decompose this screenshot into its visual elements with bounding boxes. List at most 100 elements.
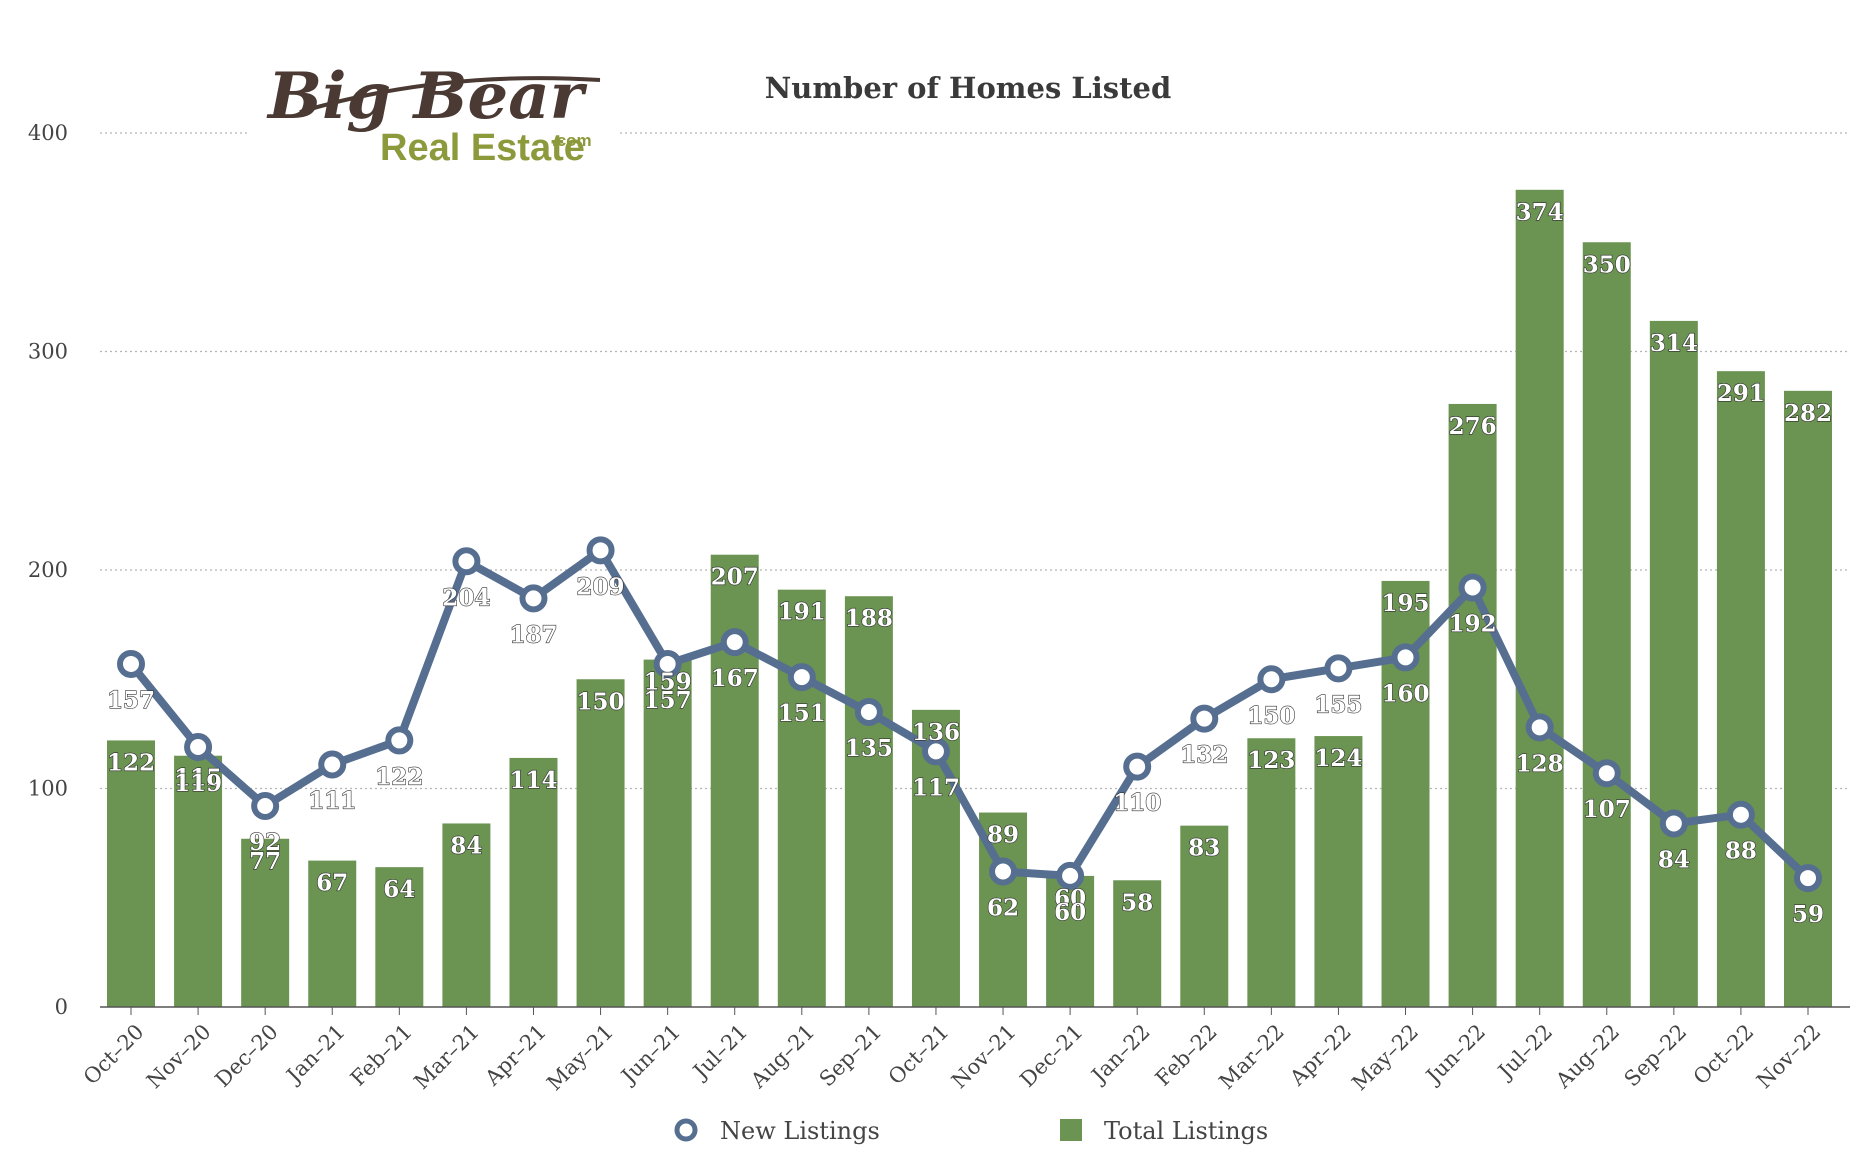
bar-value-label: 122 (107, 749, 155, 776)
point-value-label: 92 (249, 829, 281, 856)
bar (844, 596, 893, 1007)
y-tick-label: 0 (55, 995, 68, 1019)
bar-value-label: 124 (1314, 745, 1362, 772)
new-listings-point (1525, 713, 1554, 742)
bar-layer (107, 189, 1832, 1008)
bar-value-label: 136 (912, 719, 960, 746)
bar (375, 867, 424, 1007)
point-value-label: 157 (644, 687, 692, 714)
point-value-label: 132 (1180, 742, 1228, 769)
legend-line-marker (674, 1118, 698, 1142)
point-value-label: 62 (987, 895, 1019, 922)
point-value-label: 187 (509, 621, 557, 648)
point-value-label: 128 (1516, 750, 1564, 777)
legend-label-total-listings: Total Listings (1104, 1117, 1268, 1145)
point-value-label: 122 (375, 763, 423, 790)
bar-value-label: 374 (1516, 199, 1564, 226)
x-tick-label: Jul–21 (687, 1020, 752, 1085)
new-listings-point (1123, 752, 1152, 781)
bar (1784, 390, 1832, 1008)
new-listings-point (989, 857, 1018, 886)
x-tick-label: Aug–22 (1551, 1020, 1625, 1094)
point-value-label: 160 (1382, 680, 1430, 707)
point-value-label: 111 (308, 787, 356, 814)
point-value-label: 192 (1449, 610, 1497, 637)
x-tick-label: Mar–21 (409, 1020, 483, 1094)
x-tick-label: Jul–22 (1492, 1020, 1557, 1085)
new-listings-point (251, 791, 280, 820)
x-tick-label: Feb–21 (346, 1020, 417, 1091)
logo-swoosh (299, 76, 601, 114)
x-tick-label: Nov–21 (947, 1020, 1021, 1094)
bar-value-label: 83 (1188, 835, 1220, 862)
x-tick-label: Feb–22 (1151, 1020, 1222, 1091)
new-listings-point (1190, 704, 1219, 733)
new-listings-point (653, 649, 682, 678)
label-layer: 122 115 77 67 64 84 114 150 159 207 191 188 136 89 60 5… (106, 198, 1832, 928)
bar (576, 679, 625, 1007)
new-listings-point (1391, 643, 1420, 672)
bar (1649, 320, 1698, 1007)
point-value-label: 209 (577, 573, 625, 600)
point-value-label: 157 (107, 687, 155, 714)
new-listings-point (921, 737, 950, 766)
bar-value-label: 89 (987, 822, 1019, 849)
legend-bar-swatch (1060, 1119, 1082, 1141)
x-tick-label: Jun–21 (615, 1020, 685, 1090)
point-value-label: 119 (174, 770, 222, 797)
bar (777, 589, 826, 1007)
bar (1314, 736, 1363, 1007)
x-tick-label: Mar–22 (1214, 1020, 1288, 1094)
bar (107, 740, 155, 1007)
new-listings-point (452, 547, 481, 576)
bar-value-label: 114 (509, 767, 557, 794)
bar (1180, 825, 1229, 1007)
bar-value-label: 195 (1382, 590, 1430, 617)
x-tick-label: Sep–22 (1620, 1020, 1692, 1092)
x-tick-label: Oct–21 (884, 1020, 954, 1090)
x-tick-label: Dec–20 (210, 1020, 282, 1092)
legend-item-new-listings: New Listings (674, 1117, 880, 1145)
bar (1448, 403, 1497, 1007)
bar-value-label: 84 (450, 832, 482, 859)
new-listings-point (854, 698, 883, 727)
logo-suffix: .com (552, 131, 592, 150)
new-listings-point (184, 732, 213, 761)
bar-value-label: 159 (644, 669, 692, 696)
point-value-label: 204 (442, 584, 490, 611)
x-tick-label: Apr–21 (480, 1020, 551, 1091)
bar-value-label: 314 (1650, 330, 1698, 357)
point-value-label: 117 (912, 774, 960, 801)
bar-value-label: 58 (1121, 889, 1153, 916)
bar (1113, 880, 1162, 1007)
point-value-label: 107 (1583, 796, 1631, 823)
y-tick-label: 400 (28, 121, 68, 145)
bar-value-label: 276 (1449, 413, 1497, 440)
new-listings-point (1324, 654, 1353, 683)
bar-value-label: 188 (845, 605, 893, 632)
y-tick-label: 300 (28, 340, 68, 364)
bar (1046, 875, 1095, 1007)
x-tick-label: Dec–21 (1015, 1020, 1087, 1092)
bar-value-label: 67 (316, 870, 348, 897)
x-tick-label: Oct–22 (1689, 1020, 1759, 1090)
new-listings-point (1257, 665, 1286, 694)
bar (509, 757, 558, 1007)
bar-value-label: 60 (1054, 885, 1086, 912)
x-tick-label: Sep–21 (815, 1020, 887, 1092)
new-listings-point (1659, 809, 1688, 838)
bar-value-label: 282 (1784, 400, 1832, 427)
bar (643, 659, 692, 1007)
point-value-label: 59 (1792, 901, 1824, 928)
new-listings-point (586, 536, 615, 565)
bar-value-label: 350 (1583, 251, 1631, 278)
bar-value-label: 207 (711, 564, 759, 591)
logo-backdrop (250, 55, 620, 170)
point-value-label: 60 (1054, 899, 1086, 926)
point-value-label: 151 (778, 700, 826, 727)
point-value-label: 155 (1314, 691, 1362, 718)
point-value-label: 84 (1658, 846, 1690, 873)
new-listings-point (1056, 861, 1085, 890)
point-value-label: 167 (711, 665, 759, 692)
